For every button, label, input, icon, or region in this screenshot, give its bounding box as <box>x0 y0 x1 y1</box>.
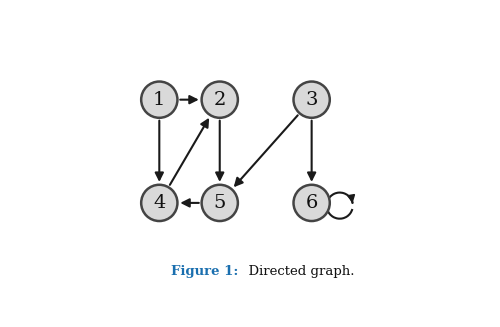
Text: 5: 5 <box>214 194 226 212</box>
Text: 2: 2 <box>214 91 226 109</box>
Ellipse shape <box>141 81 178 118</box>
Text: Directed graph.: Directed graph. <box>240 266 354 279</box>
Text: 3: 3 <box>306 91 318 109</box>
Text: Figure 1:: Figure 1: <box>171 266 238 279</box>
Ellipse shape <box>294 185 330 221</box>
Text: 6: 6 <box>306 194 318 212</box>
Text: 1: 1 <box>153 91 166 109</box>
Text: 4: 4 <box>153 194 166 212</box>
Ellipse shape <box>294 81 330 118</box>
Ellipse shape <box>202 81 238 118</box>
Ellipse shape <box>202 185 238 221</box>
Ellipse shape <box>141 185 178 221</box>
